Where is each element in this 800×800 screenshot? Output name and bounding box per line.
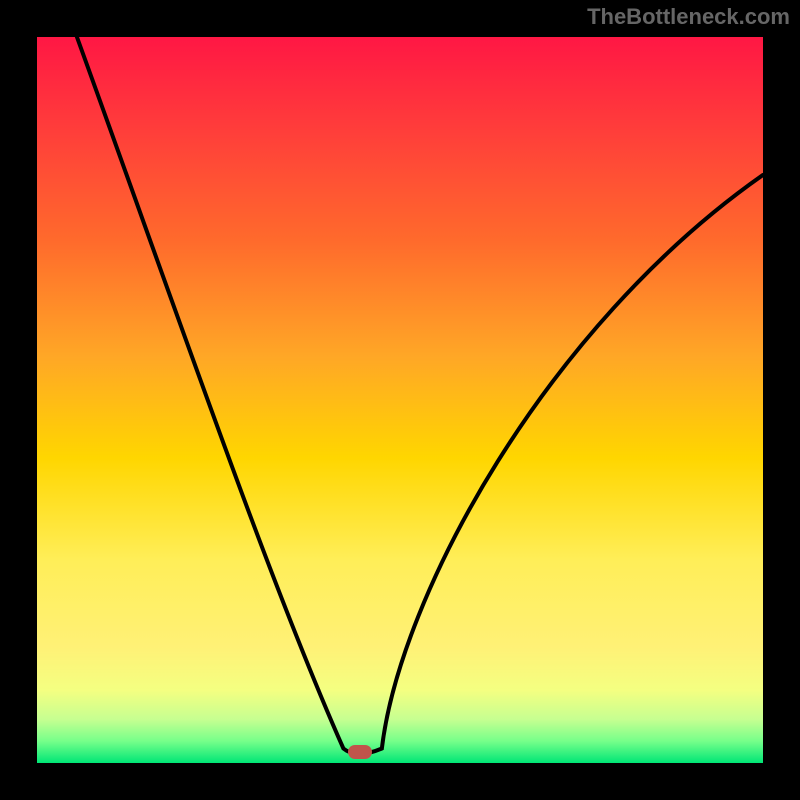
bottleneck-chart: TheBottleneck.com [0,0,800,800]
curve-overlay [0,0,800,800]
bottleneck-marker [348,745,372,759]
watermark-text: TheBottleneck.com [587,4,790,30]
bottleneck-curve [77,37,763,754]
